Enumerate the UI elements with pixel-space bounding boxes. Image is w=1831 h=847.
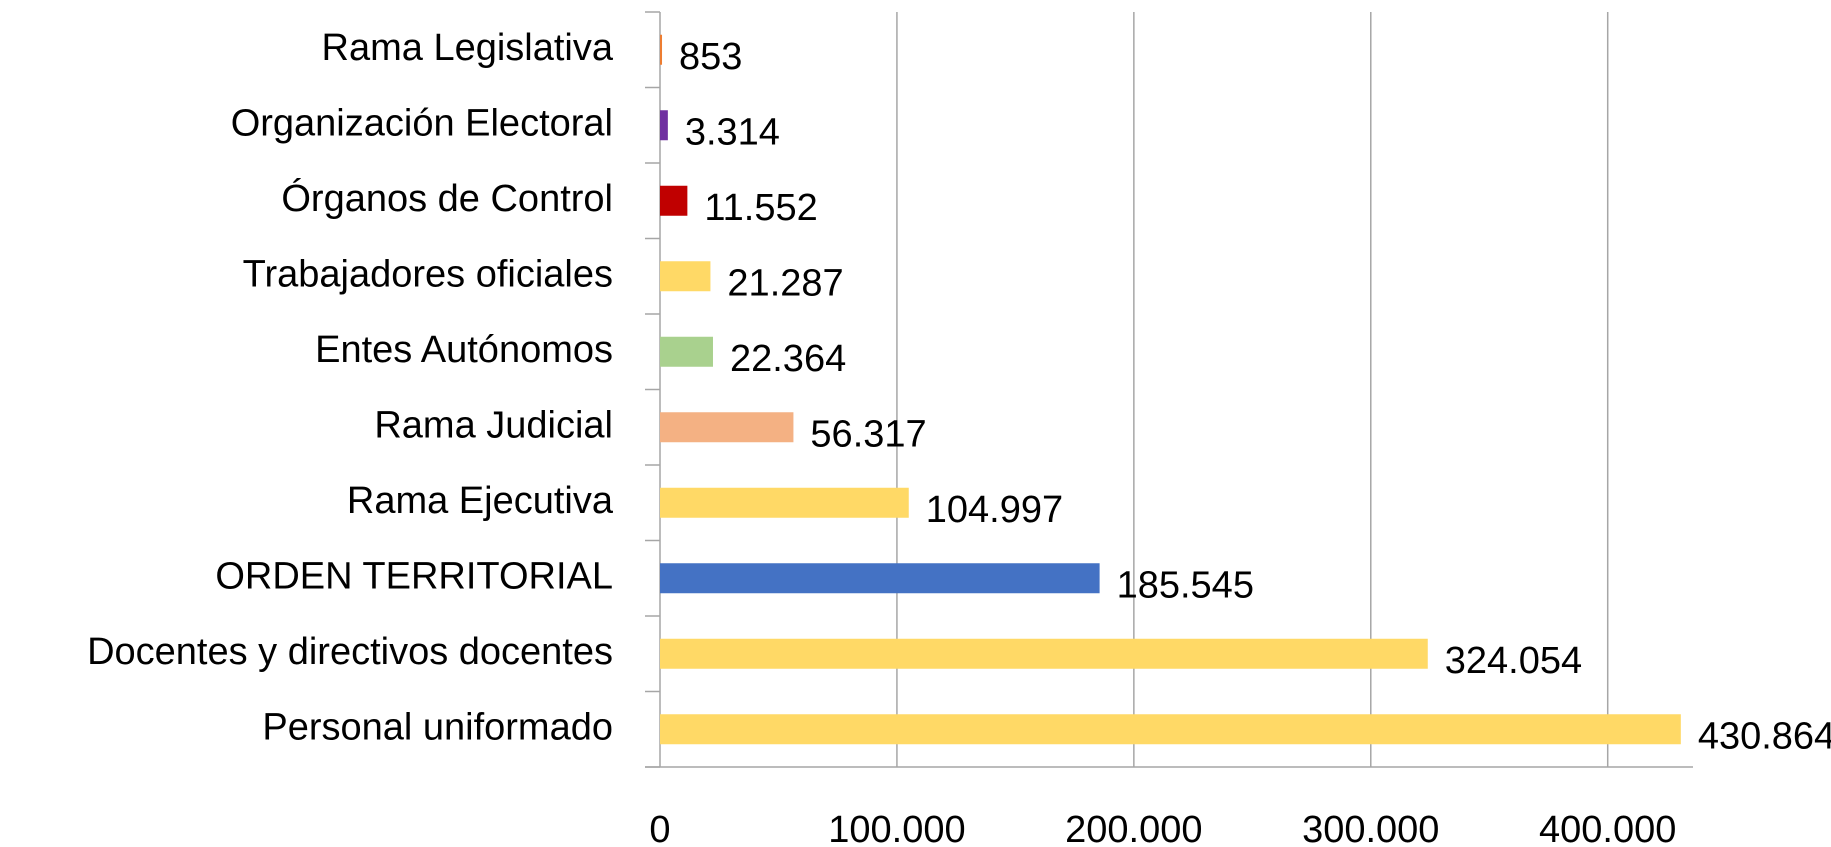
data-label: 104.997 <box>926 489 1063 531</box>
bar <box>660 261 711 292</box>
y-tick-label: Órganos de Control <box>281 177 613 220</box>
x-tick-label: 0 <box>649 809 670 847</box>
bar <box>660 714 1681 745</box>
y-tick-label: Entes Autónomos <box>315 329 613 371</box>
bar <box>660 563 1100 594</box>
y-tick-label: ORDEN TERRITORIAL <box>215 555 613 597</box>
bar <box>660 185 688 216</box>
bar <box>660 336 713 367</box>
bar <box>660 638 1428 669</box>
data-label: 21.287 <box>727 262 843 304</box>
y-tick-label: Organización Electoral <box>231 102 613 144</box>
data-label: 324.054 <box>1445 640 1582 682</box>
x-tick-label: 400.000 <box>1539 809 1676 847</box>
bar <box>660 110 668 141</box>
bar <box>660 34 663 65</box>
data-label: 22.364 <box>730 338 846 380</box>
data-label: 430.864 <box>1698 715 1831 757</box>
x-tick-label: 200.000 <box>1065 809 1202 847</box>
y-tick-label: Personal uniformado <box>262 706 613 748</box>
x-tick-label: 300.000 <box>1302 809 1439 847</box>
y-tick-label: Rama Ejecutiva <box>347 480 614 522</box>
data-label: 853 <box>679 36 742 78</box>
y-tick-label: Rama Judicial <box>374 404 613 446</box>
bar <box>660 412 794 443</box>
x-tick-label: 100.000 <box>828 809 965 847</box>
data-label: 11.552 <box>704 187 817 229</box>
bar <box>660 487 909 518</box>
data-label: 3.314 <box>685 111 780 153</box>
data-label: 56.317 <box>810 413 926 455</box>
y-tick-label: Rama Legislativa <box>322 27 614 69</box>
data-label: 185.545 <box>1117 564 1254 606</box>
y-tick-label: Docentes y directivos docentes <box>87 631 613 673</box>
y-tick-label: Trabajadores oficiales <box>243 253 613 295</box>
